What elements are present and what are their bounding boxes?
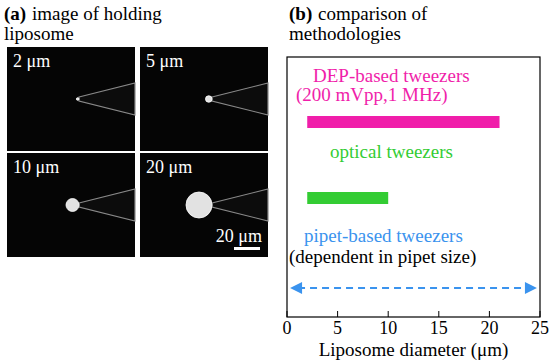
image-label: 10 μm (13, 157, 59, 177)
scale-bar-label: 20 μm (216, 226, 262, 246)
arrow-head (525, 282, 537, 294)
x-tick-label: 15 (430, 318, 448, 338)
scale-bar (234, 247, 260, 250)
x-axis-label: Liposome diameter (μm) (319, 339, 509, 361)
x-tick (287, 311, 288, 317)
pipet (212, 83, 268, 115)
arrow-head (290, 282, 302, 294)
x-tick (388, 311, 389, 317)
x-tick (337, 311, 338, 317)
range-arrow (290, 282, 537, 294)
image-label: 20 μm (146, 157, 192, 177)
image-background (7, 47, 135, 151)
liposome (186, 192, 212, 218)
panel-label: (b) (289, 3, 312, 25)
image-label: 5 μm (146, 51, 183, 71)
micrograph: 10 μm (7, 153, 135, 257)
micrograph: 2 μm (7, 47, 135, 151)
plot-frame (287, 57, 540, 317)
panel-b: (b) comparison ofmethodologies 0 5 10 15 20 25 L… (283, 3, 550, 361)
range-bar (307, 116, 499, 128)
panel-title: liposome (4, 23, 74, 44)
x-tick (540, 311, 541, 317)
panel-title: methodologies (289, 23, 401, 44)
liposome (76, 98, 79, 101)
pipet (212, 189, 268, 221)
figure: (a) image of holdingliposome 2 μm 5 μm 10 μm… (0, 0, 557, 363)
image-label: 2 μm (13, 51, 50, 71)
x-tick-label: 10 (379, 318, 397, 338)
series-condition: (dependent in pipet size) (289, 246, 476, 268)
image-background (140, 153, 268, 257)
liposome (66, 199, 79, 212)
x-tick (489, 311, 490, 317)
series-name: pipet-based tweezers (304, 225, 463, 246)
panel-label: (a) (4, 3, 26, 25)
image-background (140, 47, 268, 151)
pipet (79, 189, 135, 221)
panel-title: image of holding (32, 3, 162, 24)
x-tick-label: 20 (480, 318, 498, 338)
range-line (298, 287, 529, 289)
x-tick-label: 0 (283, 318, 292, 338)
panel-title: comparison of (318, 3, 428, 24)
marks (290, 116, 537, 294)
series-name: DEP-based tweezers (313, 65, 470, 86)
pipet (79, 83, 135, 115)
series-name: optical tweezers (330, 141, 453, 162)
range-bar (307, 192, 388, 204)
series-condition: (200 mVpp,1 MHz) (296, 84, 447, 106)
panel-a: (a) image of holdingliposome 2 μm 5 μm 10 μm… (4, 3, 268, 257)
image-background (7, 153, 135, 257)
x-tick-label: 25 (531, 318, 549, 338)
x-tick (438, 311, 439, 317)
x-tick-label: 5 (333, 318, 342, 338)
micrograph: 20 μm (140, 153, 268, 257)
micrograph: 5 μm (140, 47, 268, 151)
liposome (206, 96, 213, 103)
